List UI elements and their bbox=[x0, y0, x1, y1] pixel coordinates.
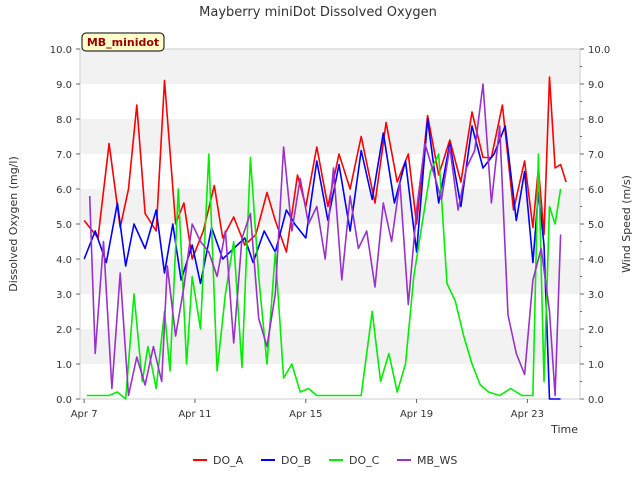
x-tick-label: Apr 7 bbox=[71, 409, 98, 420]
grid-band bbox=[80, 364, 580, 399]
y2-tick-label: 8.0 bbox=[588, 115, 604, 126]
y-tick-label: 1.0 bbox=[56, 360, 72, 371]
chart-title: Mayberry miniDot Dissolved Oxygen bbox=[199, 5, 437, 20]
series-layer bbox=[83, 76, 567, 400]
y-tick-label: 5.0 bbox=[56, 220, 72, 231]
x-tick-label: Apr 11 bbox=[178, 409, 211, 420]
legend-label: DO_C bbox=[349, 454, 380, 467]
grid-band bbox=[80, 294, 580, 329]
series-line-do-b bbox=[83, 118, 561, 400]
legend-item-mb-ws: MB_WS bbox=[397, 454, 457, 467]
grid-band bbox=[80, 154, 580, 189]
legend: DO_A DO_B DO_C MB_WS bbox=[193, 454, 457, 467]
legend-item-do-b: DO_B bbox=[261, 454, 311, 467]
y-tick-label: 8.0 bbox=[56, 115, 72, 126]
y2-tick-label: 9.0 bbox=[588, 80, 604, 91]
y2-tick-label: 1.0 bbox=[588, 360, 604, 371]
legend-label: MB_WS bbox=[417, 454, 457, 467]
series-line-do-a bbox=[83, 76, 567, 260]
grid-band bbox=[80, 329, 580, 364]
y-tick-label: 2.0 bbox=[56, 325, 72, 336]
y-tick-label: 3.0 bbox=[56, 290, 72, 301]
grid-band bbox=[80, 49, 580, 84]
site-label-box: MB_minidot bbox=[81, 32, 165, 52]
y2-tick-label: 10.0 bbox=[588, 45, 610, 56]
y2-axis-label: Wind Speed (m/s) bbox=[620, 175, 633, 273]
legend-label: DO_A bbox=[213, 454, 244, 467]
legend-label: DO_B bbox=[281, 454, 311, 467]
y2-tick-label: 2.0 bbox=[588, 325, 604, 336]
y2-tick-label: 6.0 bbox=[588, 185, 604, 196]
y-tick-label: 6.0 bbox=[56, 185, 72, 196]
grid-bands bbox=[80, 49, 580, 399]
series-line-mb-ws bbox=[88, 83, 562, 397]
x-axis-label: Time bbox=[550, 423, 578, 436]
x-tick-label: Apr 19 bbox=[400, 409, 433, 420]
y-tick-label: 9.0 bbox=[56, 80, 72, 91]
site-label: MB_minidot bbox=[87, 36, 159, 49]
x-tick-label: Apr 23 bbox=[511, 409, 544, 420]
grid-band bbox=[80, 84, 580, 119]
y-tick-label: 10.0 bbox=[50, 45, 72, 56]
grid-band bbox=[80, 224, 580, 259]
y2-tick-label: 5.0 bbox=[588, 220, 604, 231]
y-tick-label: 0.0 bbox=[56, 395, 72, 406]
x-tick-label: Apr 15 bbox=[289, 409, 322, 420]
y-tick-label: 7.0 bbox=[56, 150, 72, 161]
legend-item-do-c: DO_C bbox=[329, 454, 380, 467]
y2-tick-label: 7.0 bbox=[588, 150, 604, 161]
y2-tick-label: 4.0 bbox=[588, 255, 604, 266]
legend-item-do-a: DO_A bbox=[193, 454, 244, 467]
y2-tick-label: 3.0 bbox=[588, 290, 604, 301]
y-tick-label: 4.0 bbox=[56, 255, 72, 266]
y2-tick-label: 0.0 bbox=[588, 395, 604, 406]
y-axis-label: Dissolved Oxygen (mg/l) bbox=[7, 156, 20, 291]
axes: 0.0 0.0 1.0 1.0 2.0 2.0 3.0 3.0 4.0 4.0 5.0 5.0 6.0 6… bbox=[50, 45, 611, 420]
